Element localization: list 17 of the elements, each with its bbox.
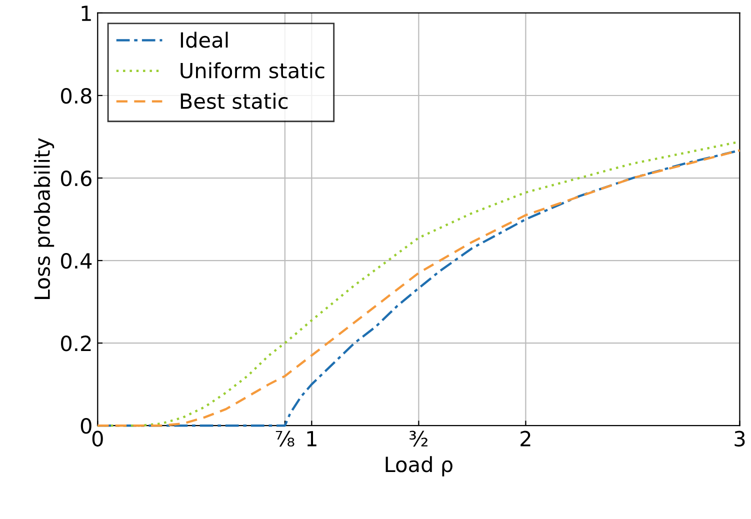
x-axis-title: Load ρ (386, 456, 452, 476)
x-tick-label: 2 (520, 430, 530, 446)
x-tick-label: 1 (307, 431, 316, 446)
y-tick-label: 0.6 (61, 170, 92, 186)
y-tick-label: 0.8 (61, 88, 92, 104)
legend-label: Ideal (180, 32, 228, 48)
x-tick-label: 3 (734, 430, 745, 447)
legend-label: Uniform static (180, 62, 324, 78)
y-tick-label: 1 (82, 6, 91, 21)
y-tick-label: 0.2 (61, 336, 91, 352)
x-tick-label: ³⁄₂ (410, 430, 428, 447)
x-tick-label: ⅞ (276, 430, 294, 447)
y-axis-title: Loss probability (34, 138, 54, 299)
y-tick-label: 0.4 (61, 252, 92, 269)
y-tick-label: 0 (80, 418, 92, 434)
legend-label: Best static (180, 92, 288, 110)
x-tick-label: 0 (92, 430, 103, 447)
